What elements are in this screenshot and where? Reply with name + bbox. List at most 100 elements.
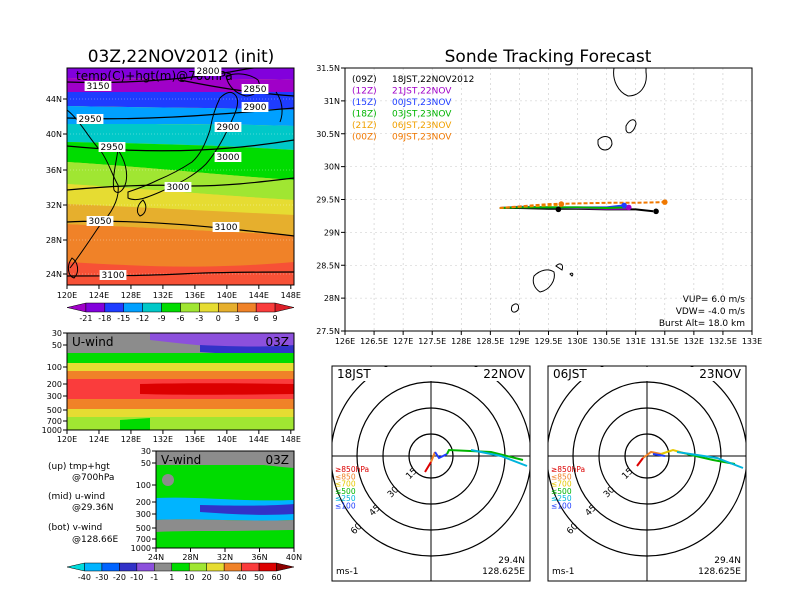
contour-label-bg [84,81,112,91]
map-lon-ticks: 120E 124E 128E 132E 136E 140E 144E 148E [57,285,301,300]
track-lat-label: 29.5N [316,196,340,205]
u-lon-label: 132E [153,435,173,444]
v-lat-label: 28N [182,553,198,562]
hodo-legend-item: ≤700 [335,480,356,489]
track-series-line [499,206,628,210]
v-wind-lat-ticks: 24N 28N 32N 36N 40N [148,548,302,562]
contour-label-bg [76,114,104,124]
hodo-trace [446,448,524,461]
contour-label: 3100 [99,270,127,281]
contour-label: 3000 [214,152,242,163]
u-lon-label: 148E [281,435,301,444]
hodo-time: 06JST [553,367,587,381]
map-lat-label: 36N [46,166,62,175]
map-lon-label: 128E [121,291,141,300]
hodo-legend-item: ≤700 [551,480,572,489]
track-lon-label: 131.5E [651,337,679,346]
wind-colorbar-swatch [206,562,225,572]
panel-notes: (up) tmp+hgt @700hPa (mid) u-wind @29.36… [48,462,118,545]
wind-colorbar-label: -40 [78,573,91,582]
track-legend: (09Z) 18JST,22NOV2012 (12Z) 21JST,22NOV (15Z… [352,75,474,143]
u-wind-time: 03Z [266,335,290,349]
map-lat-label: 44N [46,95,62,104]
wind-colorbar-label: 1 [169,573,174,582]
map-label: temp(C)+hgt(m)@700hPa [76,69,233,83]
track-marker [625,204,632,211]
u-lon-label: 140E [217,435,237,444]
track-lon-label: 133E [742,337,762,346]
left-title: 03Z,22NOV2012 (init) [88,47,275,67]
right-title: Sonde Tracking Forecast [445,47,652,67]
temp-colorbar-label: -9 [158,314,166,323]
temperature-map-panel: temp(C)+hgt(m)@700hPa 2800 2850 2900 2950 29… [46,66,301,300]
legend-text: 03JST,23NOV [392,110,452,120]
temp-colorbar-swatch [237,302,257,313]
note-bot-2: @128.66E [72,535,118,545]
v-p-label: 700 [136,535,151,544]
v-p-label: 30 [141,447,151,456]
track-lon-label: 129E [509,337,529,346]
temp-colorbar-swatch [66,302,87,313]
hodo-legend-item: ≤250 [551,494,572,503]
contour-label: 2850 [241,84,269,95]
track-lat-label: 28.5N [316,261,340,270]
track-lat-label: 29N [324,228,340,237]
temp-colorbar-swatch [85,302,106,313]
u-lon-label: 128E [121,435,141,444]
legend-text: 00JST,23NOV [392,98,452,108]
contour-value: 3050 [89,217,112,227]
v-p-label: 300 [136,510,151,519]
v-lat-label: 36N [251,553,267,562]
track-marker [558,201,565,207]
hodo-legend-item: ≤500 [551,487,572,496]
wind-colorbar-swatch [101,562,120,572]
contour-label-bg [99,270,127,280]
track-series [499,199,668,215]
temp-colorbar-label: -12 [136,314,149,323]
u-lon-label: 136E [185,435,205,444]
contour-label-bg [214,122,242,132]
hodo-time: 18JST [337,367,371,381]
temp-colorbar-label: 3 [235,314,240,323]
legend-code: (18Z) [352,110,377,120]
map-lon-label: 120E [57,291,77,300]
wind-colorbar-swatch [84,562,103,572]
contour-value: 2900 [244,103,267,113]
temp-colorbar-swatch [142,302,162,313]
hodo-legend-item: ≤850 [335,472,356,481]
map-lon-label: 136E [185,291,205,300]
hodo-lat: 29.4N [714,556,741,566]
wind-colorbar-label: 50 [254,573,264,582]
hodo-legend-item: ≥850hPa [335,465,369,474]
contour-label: 2900 [241,102,269,113]
track-lon-label: 128E [451,337,471,346]
map-lon-label: 140E [217,291,237,300]
track-marker [621,202,627,209]
temp-colorbar-swatch [123,302,143,313]
contour-label-bg [241,102,269,112]
legend-code: (09Z) [352,75,377,85]
u-p-label: 200 [47,380,62,389]
burst-param: Burst Alt= 18.0 km [659,319,745,329]
contour-value: 2950 [79,115,102,125]
v-p-label: 200 [136,498,151,507]
map-lat-label: 32N [46,201,62,210]
hodo-date: 22NOV [483,367,525,381]
wind-colorbar-swatch [171,562,190,572]
note-bot-1: (bot) v-wind [48,523,102,533]
wind-colorbar-swatch [258,562,277,572]
wind-colorbar-label: -1 [150,573,158,582]
legend-text: 18JST,22NOV2012 [392,75,474,85]
map-lon-label: 132E [153,291,173,300]
track-coastlines [511,68,647,313]
v-p-label: 100 [136,481,151,490]
contour-label: 3100 [212,222,240,233]
contour-label: 2950 [98,142,126,153]
contour-value: 2950 [101,143,124,153]
wind-colorbar-label: 30 [219,573,229,582]
track-lon-label: 128.5E [476,337,504,346]
temp-colorbar-label: -21 [79,314,92,323]
